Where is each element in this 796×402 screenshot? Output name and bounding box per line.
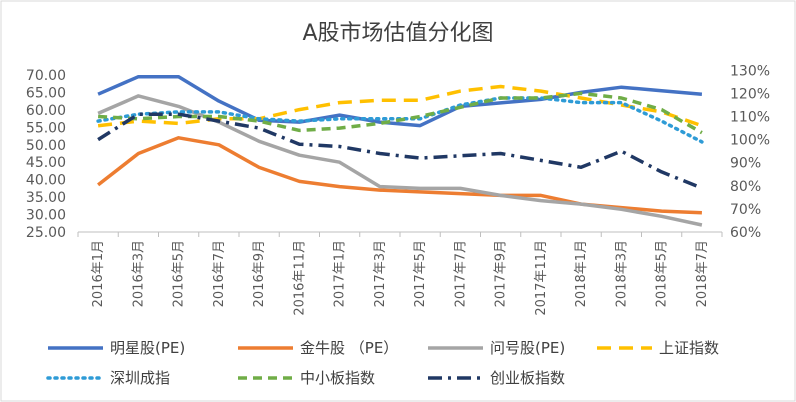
y-right-tick-label: 120% [730, 86, 770, 102]
legend-label: 上证指数 [659, 339, 719, 357]
y-right-tick-label: 70% [730, 202, 761, 218]
y-right-tick-label: 90% [730, 156, 761, 172]
axes: 2016年1月 2016年3月 2016年5月 2016年7月 2016年9月 2016年… [26, 63, 770, 315]
x-tick-label: 2017年7月 [453, 240, 468, 307]
y-left-tick-label: 40.00 [26, 173, 66, 189]
series-line-3 [97, 84, 703, 128]
y-left-tick-label: 25.00 [26, 225, 66, 241]
x-tick-label: 2016年9月 [252, 240, 267, 307]
x-tick-label: 2016年3月 [131, 240, 146, 307]
x-tick-label: 2016年7月 [212, 240, 227, 307]
legend-label: 深圳成指 [110, 369, 170, 387]
series-line-6 [97, 112, 703, 190]
y-left-tick-label: 55.00 [26, 120, 66, 136]
x-tick-label: 2017年11月 [534, 240, 549, 316]
y-right-tick-label: 130% [730, 63, 770, 79]
series-line-2 [97, 94, 703, 227]
series-line-5 [98, 91, 703, 135]
x-tick-label: 2017年9月 [494, 240, 509, 307]
x-tick-label: 2017年3月 [373, 240, 388, 307]
legend-label: 问号股(PE) [490, 339, 565, 357]
x-tick-label: 2018年7月 [695, 240, 710, 307]
y-left-tick-label: 35.00 [26, 190, 66, 206]
y-right-tick-label: 100% [730, 133, 770, 149]
legend-label: 创业板指数 [490, 369, 565, 387]
x-tick-label: 2016年11月 [292, 240, 307, 316]
x-tick-label: 2018年1月 [574, 240, 589, 307]
y-left-tick-label: 50.00 [26, 138, 66, 154]
x-tick-label: 2016年5月 [172, 240, 187, 307]
legend-label: 金牛股 （PE） [300, 339, 398, 357]
y-left-tick-label: 60.00 [26, 103, 66, 119]
y-right-tick-label: 60% [730, 225, 761, 241]
y-left-tick-label: 30.00 [26, 208, 66, 224]
legend-label: 明星股(PE) [110, 339, 185, 357]
x-tick-label: 2017年5月 [413, 240, 428, 307]
y-left-tick-label: 45.00 [26, 155, 66, 171]
x-tick-label: 2017年1月 [333, 240, 348, 307]
x-tick-label: 2018年3月 [614, 240, 629, 307]
chart-title: A股市场估值分化图 [302, 21, 493, 46]
legend-label: 中小板指数 [300, 369, 375, 387]
y-right-tick-label: 80% [730, 179, 761, 195]
x-tick-label: 2018年5月 [655, 240, 670, 307]
x-tick-label: 2016年1月 [91, 240, 106, 307]
y-left-tick-label: 70.00 [26, 68, 66, 84]
y-left-tick-label: 65.00 [26, 85, 66, 101]
y-right-tick-label: 110% [730, 110, 770, 126]
series-line-0 [97, 74, 703, 128]
series-lines [96, 74, 704, 227]
